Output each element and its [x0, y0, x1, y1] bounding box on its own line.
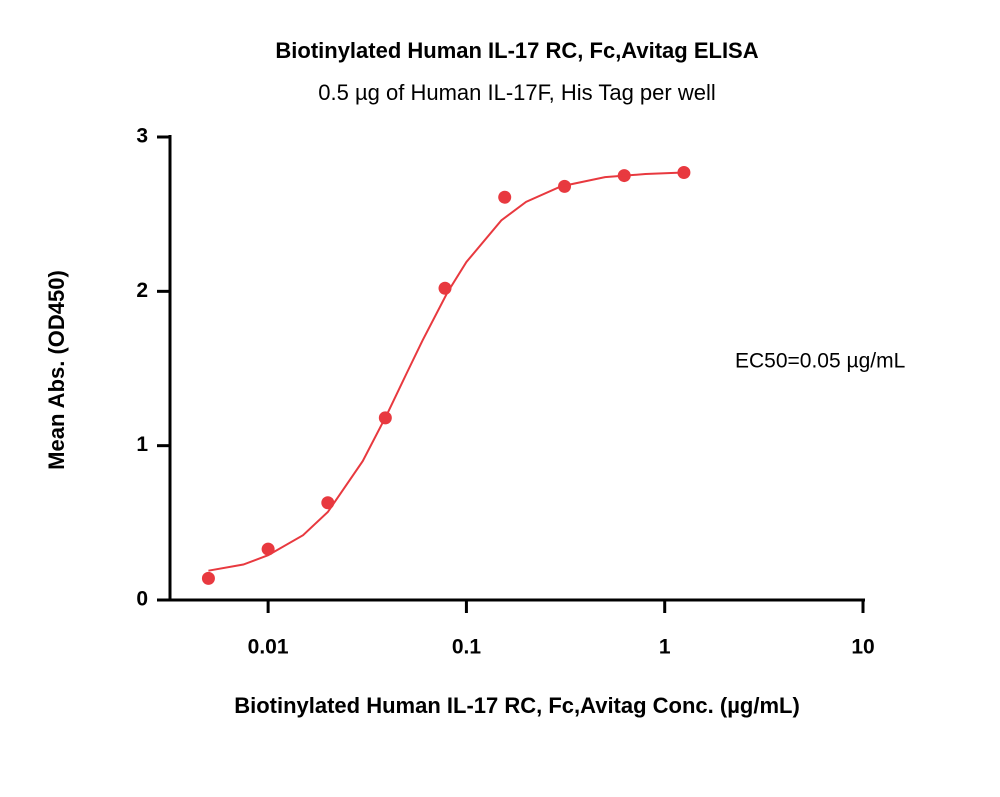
- x-tick-label: 0.01: [248, 636, 289, 659]
- data-point: [498, 190, 512, 204]
- x-tick-label: 0.1: [452, 636, 482, 659]
- data-point: [201, 571, 215, 585]
- x-axis-label: Biotinylated Human IL-17 RC, Fc,Avitag C…: [234, 693, 800, 718]
- fit-line: [208, 171, 684, 572]
- data-point: [321, 496, 335, 510]
- x-tick-label: 1: [659, 636, 671, 659]
- y-tick-label: 1: [136, 433, 148, 456]
- x-tick-label: 10: [851, 636, 874, 659]
- y-axis-label: Mean Abs. (OD450): [44, 270, 69, 470]
- y-tick-label: 0: [136, 588, 148, 611]
- annotation: EC50=0.05 µg/mL: [735, 350, 905, 373]
- y-tick-label: 2: [136, 279, 148, 302]
- chart-title: Biotinylated Human IL-17 RC, Fc,Avitag E…: [275, 38, 758, 63]
- y-tick-label: 3: [136, 125, 148, 148]
- chart-subtitle: 0.5 µg of Human IL-17F, His Tag per well: [318, 80, 715, 105]
